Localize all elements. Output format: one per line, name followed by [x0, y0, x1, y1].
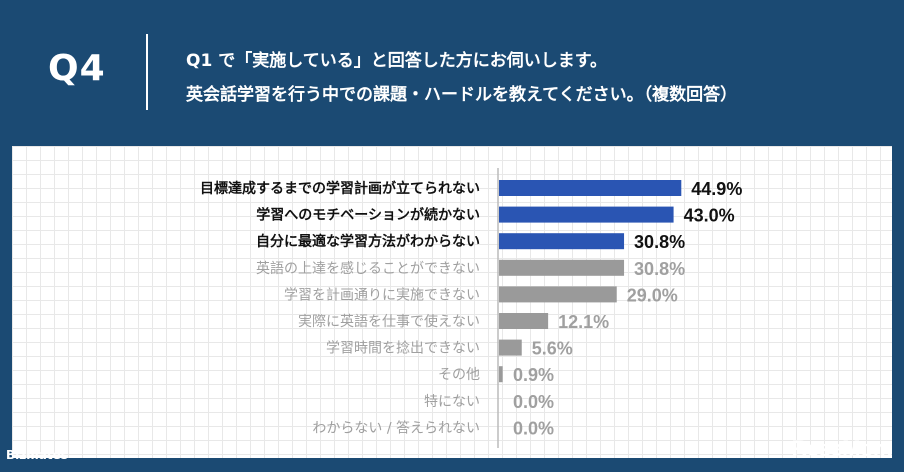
question-number: Q4: [48, 48, 106, 89]
header-divider: [146, 34, 148, 110]
bar: [499, 366, 503, 383]
value-label: 30.8%: [634, 259, 685, 279]
category-label: 特にない: [424, 394, 480, 410]
resemom-logo: ReseMom: [791, 436, 893, 461]
bar: [499, 313, 549, 329]
question-header: Q4 Q1 で「実施している」と回答した方にお伺いします。 英会話学習を行う中で…: [0, 0, 904, 140]
category-label: 目標達成するまでの学習計画が立てられない: [200, 180, 480, 197]
value-label: 12.1%: [558, 312, 609, 332]
value-label: 0.0%: [513, 392, 554, 412]
value-label: 43.0%: [684, 206, 735, 226]
category-label: 学習時間を捻出できない: [326, 341, 480, 357]
question-text-line2: 英会話学習を行う中での課題・ハードルを教えてください。（複数回答）: [186, 85, 738, 105]
bar: [499, 259, 625, 276]
category-label: 英語の上達を感じることができない: [256, 260, 480, 277]
bar: [499, 286, 617, 303]
category-label: 学習へのモチベーションが続かない: [256, 207, 480, 224]
question-text-line1: Q1 で「実施している」と回答した方にお伺いします。: [186, 51, 607, 71]
bar: [499, 180, 682, 196]
value-label: 30.8%: [634, 232, 685, 252]
value-label: 0.0%: [513, 418, 554, 438]
category-label: その他: [438, 367, 480, 383]
value-label: 5.6%: [532, 339, 573, 359]
bar: [499, 233, 625, 250]
bar: [499, 339, 522, 356]
category-label: 自分に最適な学習方法がわからない: [256, 233, 480, 250]
value-label: 29.0%: [627, 285, 678, 305]
bar: [499, 206, 674, 223]
category-label: 学習を計画通りに実施できない: [284, 287, 480, 303]
chart-panel: 目標達成するまでの学習計画が立てられない 44.9% 学習へのモチベーションが続かな…: [12, 146, 892, 458]
category-label: わからない / 答えられない: [312, 419, 480, 436]
category-label: 実際に英語を仕事で使えない: [298, 313, 480, 330]
value-label: 44.9%: [691, 179, 742, 199]
value-label: 0.9%: [513, 365, 554, 385]
bizmates-logo: Bizmates: [6, 448, 68, 462]
bar-chart: 目標達成するまでの学習計画が立てられない 44.9% 学習へのモチベーションが続かな…: [200, 168, 742, 448]
